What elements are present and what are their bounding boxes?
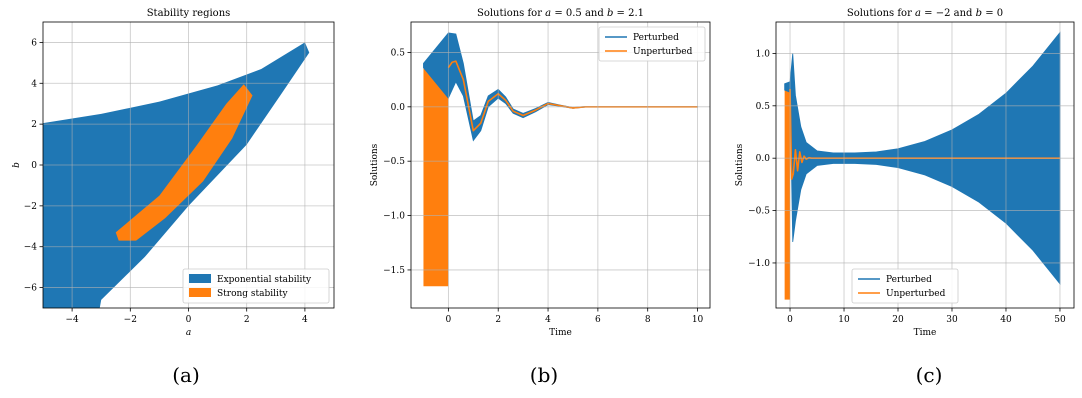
grid: [43, 22, 334, 308]
legend-box: [851, 268, 959, 304]
legend-swatch: [189, 274, 211, 283]
panel-b: 0 2 4 6 8 10 −1.5 −1.0 −0.5 0.0 0.5 Solutions for a…: [361, 0, 722, 394]
chart-title: Solutions for a = −2 and b = 0: [847, 8, 1003, 19]
y-tick-label: 0.5: [756, 102, 771, 112]
x-tick-label: −2: [124, 315, 137, 325]
title-part: = 0: [982, 8, 1003, 19]
chart-stability-regions: −4 −2 0 2 4 −6 −4 −2 0 2 4 6 Stability regions a b Expo…: [12, 8, 335, 387]
panel-caption: (b): [530, 363, 558, 387]
title-part: a: [915, 8, 921, 19]
legend: Perturbed Unperturbed: [851, 268, 959, 304]
x-tick-label: 0: [787, 315, 793, 325]
y-tick-label: −4: [24, 243, 38, 253]
chart-solutions-c: 0 10 20 30 40 50 −1.0 −0.5 0.0 0.5 1.0 Solutions fo…: [735, 8, 1075, 387]
history-block: [423, 66, 449, 287]
x-tick-label: 4: [302, 315, 308, 325]
y-tick-label: −6: [24, 284, 38, 294]
plot-area: [423, 32, 698, 287]
y-tick-label: −1.5: [383, 266, 405, 276]
x-tick-label: 8: [645, 315, 651, 325]
y-tick-label: −1.0: [383, 212, 405, 222]
title-part: b: [976, 8, 982, 19]
title-part: Solutions for: [477, 8, 545, 19]
y-tick-label: −2: [24, 202, 37, 212]
title-part: b: [607, 8, 613, 19]
x-tick-label: 30: [946, 315, 958, 325]
x-tick-label: 4: [545, 315, 551, 325]
y-tick-label: 1.0: [756, 49, 771, 59]
y-tick-label: 0.0: [391, 103, 406, 113]
legend: Perturbed Unperturbed: [598, 26, 706, 62]
y-tick-label: 6: [31, 38, 37, 48]
legend-label: Perturbed: [633, 33, 679, 43]
y-axis-label: b: [12, 162, 22, 168]
x-tick-label: 0: [446, 315, 452, 325]
y-tick-label: 0.5: [391, 48, 406, 58]
legend-box: [182, 268, 330, 304]
x-tick-label: 2: [244, 315, 250, 325]
y-tick-label: 2: [31, 120, 37, 130]
panel-c: 0 10 20 30 40 50 −1.0 −0.5 0.0 0.5 1.0 Solutions fo…: [722, 0, 1082, 394]
y-tick-label: 4: [31, 79, 37, 89]
legend-label: Perturbed: [886, 275, 932, 285]
chart-solutions-b: 0 2 4 6 8 10 −1.5 −1.0 −0.5 0.0 0.5 Solutions for a…: [370, 8, 711, 387]
title-part: = 0.5 and: [551, 8, 607, 19]
axes-frame: [410, 21, 711, 309]
axes-frame: [775, 21, 1075, 309]
x-tick-label: 40: [1000, 315, 1012, 325]
legend-label: Strong stability: [217, 289, 289, 299]
legend: Exponential stability Strong stability: [182, 268, 330, 304]
y-tick-label: 0.0: [756, 154, 771, 164]
title-part: Solutions for: [847, 8, 915, 19]
x-tick-label: 0: [186, 315, 192, 325]
y-tick-label: 0: [31, 161, 37, 171]
legend-box: [598, 26, 706, 62]
plot-area: [784, 31, 1061, 300]
grid: [411, 22, 710, 308]
x-tick-label: 10: [692, 315, 704, 325]
chart-title: Stability regions: [147, 8, 231, 19]
x-tick-label: 6: [595, 315, 601, 325]
y-tick-label: −1.0: [748, 259, 770, 269]
chart-title: Solutions for a = 0.5 and b = 2.1: [477, 8, 644, 19]
panel-caption: (a): [172, 363, 200, 387]
x-tick-label: −4: [65, 315, 79, 325]
x-axis-label: a: [186, 328, 191, 338]
y-axis-label: Solutions: [735, 143, 745, 186]
panel-caption: (c): [916, 363, 943, 387]
y-tick-label: −0.5: [748, 207, 770, 217]
x-tick-label: 2: [495, 315, 501, 325]
plot-area: [43, 42, 310, 308]
legend-label: Unperturbed: [633, 47, 693, 57]
panel-a: −4 −2 0 2 4 −6 −4 −2 0 2 4 6 Stability regions a b Expo…: [0, 0, 361, 394]
title-part: a: [545, 8, 551, 19]
x-tick-label: 50: [1054, 315, 1066, 325]
legend-swatch: [189, 288, 211, 297]
grid: [776, 22, 1074, 308]
region-strong-stability: [115, 84, 253, 241]
title-part: = 2.1: [613, 8, 644, 19]
title-part: = −2 and: [921, 8, 976, 19]
y-axis-label: Solutions: [370, 143, 380, 186]
y-tick-label: −0.5: [383, 157, 405, 167]
legend-label: Exponential stability: [217, 275, 312, 285]
x-tick-label: 20: [892, 315, 904, 325]
x-tick-label: 10: [838, 315, 850, 325]
x-axis-label: Time: [549, 328, 572, 338]
history-block: [784, 89, 791, 300]
series-unperturbed-line: [447, 60, 698, 132]
legend-label: Unperturbed: [886, 289, 946, 299]
x-axis-label: Time: [914, 328, 937, 338]
